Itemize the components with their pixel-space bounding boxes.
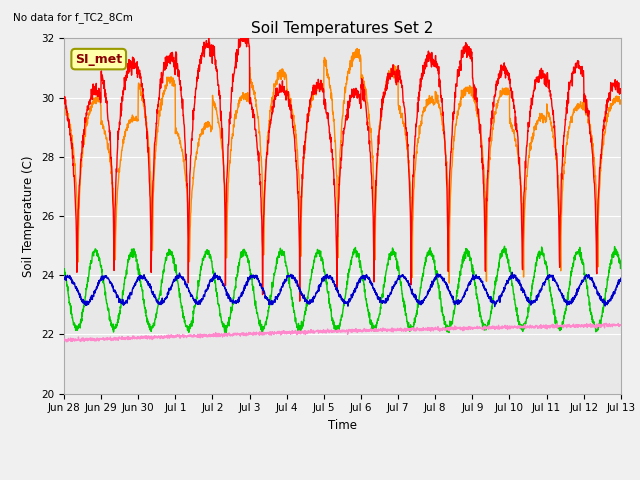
Text: SI_met: SI_met	[75, 53, 122, 66]
Line: TC2_4Cm: TC2_4Cm	[64, 48, 621, 283]
TC2_32Cm	[617, 276, 625, 281]
TC2_2Cm	[568, 72, 576, 77]
TC2_4Cm	[216, 123, 223, 129]
TC2_16Cm	[505, 257, 513, 263]
TC2_4Cm	[505, 89, 513, 95]
TC2_2Cm	[359, 88, 367, 94]
TC2_16Cm	[60, 269, 68, 275]
Y-axis label: Soil Temperature (C): Soil Temperature (C)	[22, 155, 35, 277]
TC2_50Cm	[504, 325, 512, 331]
TC2_16Cm	[222, 330, 230, 336]
TC2_4Cm	[353, 46, 361, 51]
TC2_50Cm	[359, 327, 367, 333]
TC2_32Cm	[568, 299, 576, 304]
TC2_32Cm	[508, 269, 516, 275]
TC2_16Cm	[216, 304, 223, 310]
Line: TC2_32Cm: TC2_32Cm	[64, 272, 621, 307]
TC2_2Cm	[60, 95, 68, 100]
TC2_50Cm	[371, 327, 379, 333]
Text: No data for f_TC2_8Cm: No data for f_TC2_8Cm	[13, 12, 132, 23]
TC2_4Cm	[371, 218, 379, 224]
TC2_2Cm	[216, 88, 223, 94]
Line: TC2_16Cm: TC2_16Cm	[64, 246, 621, 333]
TC2_2Cm	[371, 208, 379, 214]
TC2_32Cm	[371, 286, 378, 292]
TC2_50Cm	[617, 323, 625, 328]
TC2_16Cm	[359, 275, 367, 280]
TC2_50Cm	[63, 339, 71, 345]
Line: TC2_50Cm: TC2_50Cm	[64, 324, 621, 342]
X-axis label: Time: Time	[328, 419, 357, 432]
TC2_2Cm	[617, 89, 625, 95]
TC2_4Cm	[60, 97, 68, 103]
TC2_2Cm	[505, 77, 513, 83]
TC2_16Cm	[617, 262, 625, 267]
TC2_16Cm	[371, 328, 379, 334]
TC2_4Cm	[445, 280, 453, 286]
TC2_32Cm	[358, 275, 366, 280]
Title: Soil Temperatures Set 2: Soil Temperatures Set 2	[252, 21, 433, 36]
TC2_50Cm	[603, 321, 611, 326]
TC2_32Cm	[491, 304, 499, 310]
TC2_4Cm	[584, 113, 591, 119]
TC2_2Cm	[584, 106, 591, 111]
TC2_16Cm	[500, 243, 508, 249]
TC2_50Cm	[60, 336, 68, 342]
TC2_32Cm	[584, 274, 591, 280]
TC2_2Cm	[243, 28, 250, 34]
TC2_4Cm	[617, 99, 625, 105]
TC2_16Cm	[568, 264, 576, 270]
TC2_16Cm	[584, 284, 591, 289]
Line: TC2_2Cm: TC2_2Cm	[64, 31, 621, 301]
TC2_4Cm	[568, 120, 576, 125]
TC2_32Cm	[504, 278, 512, 284]
TC2_32Cm	[216, 273, 223, 279]
TC2_50Cm	[216, 331, 223, 337]
Legend: TC2_2Cm, TC2_4Cm, TC2_16Cm, TC2_32Cm, TC2_50Cm: TC2_2Cm, TC2_4Cm, TC2_16Cm, TC2_32Cm, TC…	[83, 475, 602, 480]
TC2_50Cm	[568, 323, 575, 329]
TC2_50Cm	[584, 324, 591, 330]
TC2_4Cm	[359, 76, 367, 82]
TC2_32Cm	[60, 275, 68, 280]
TC2_2Cm	[296, 298, 303, 304]
